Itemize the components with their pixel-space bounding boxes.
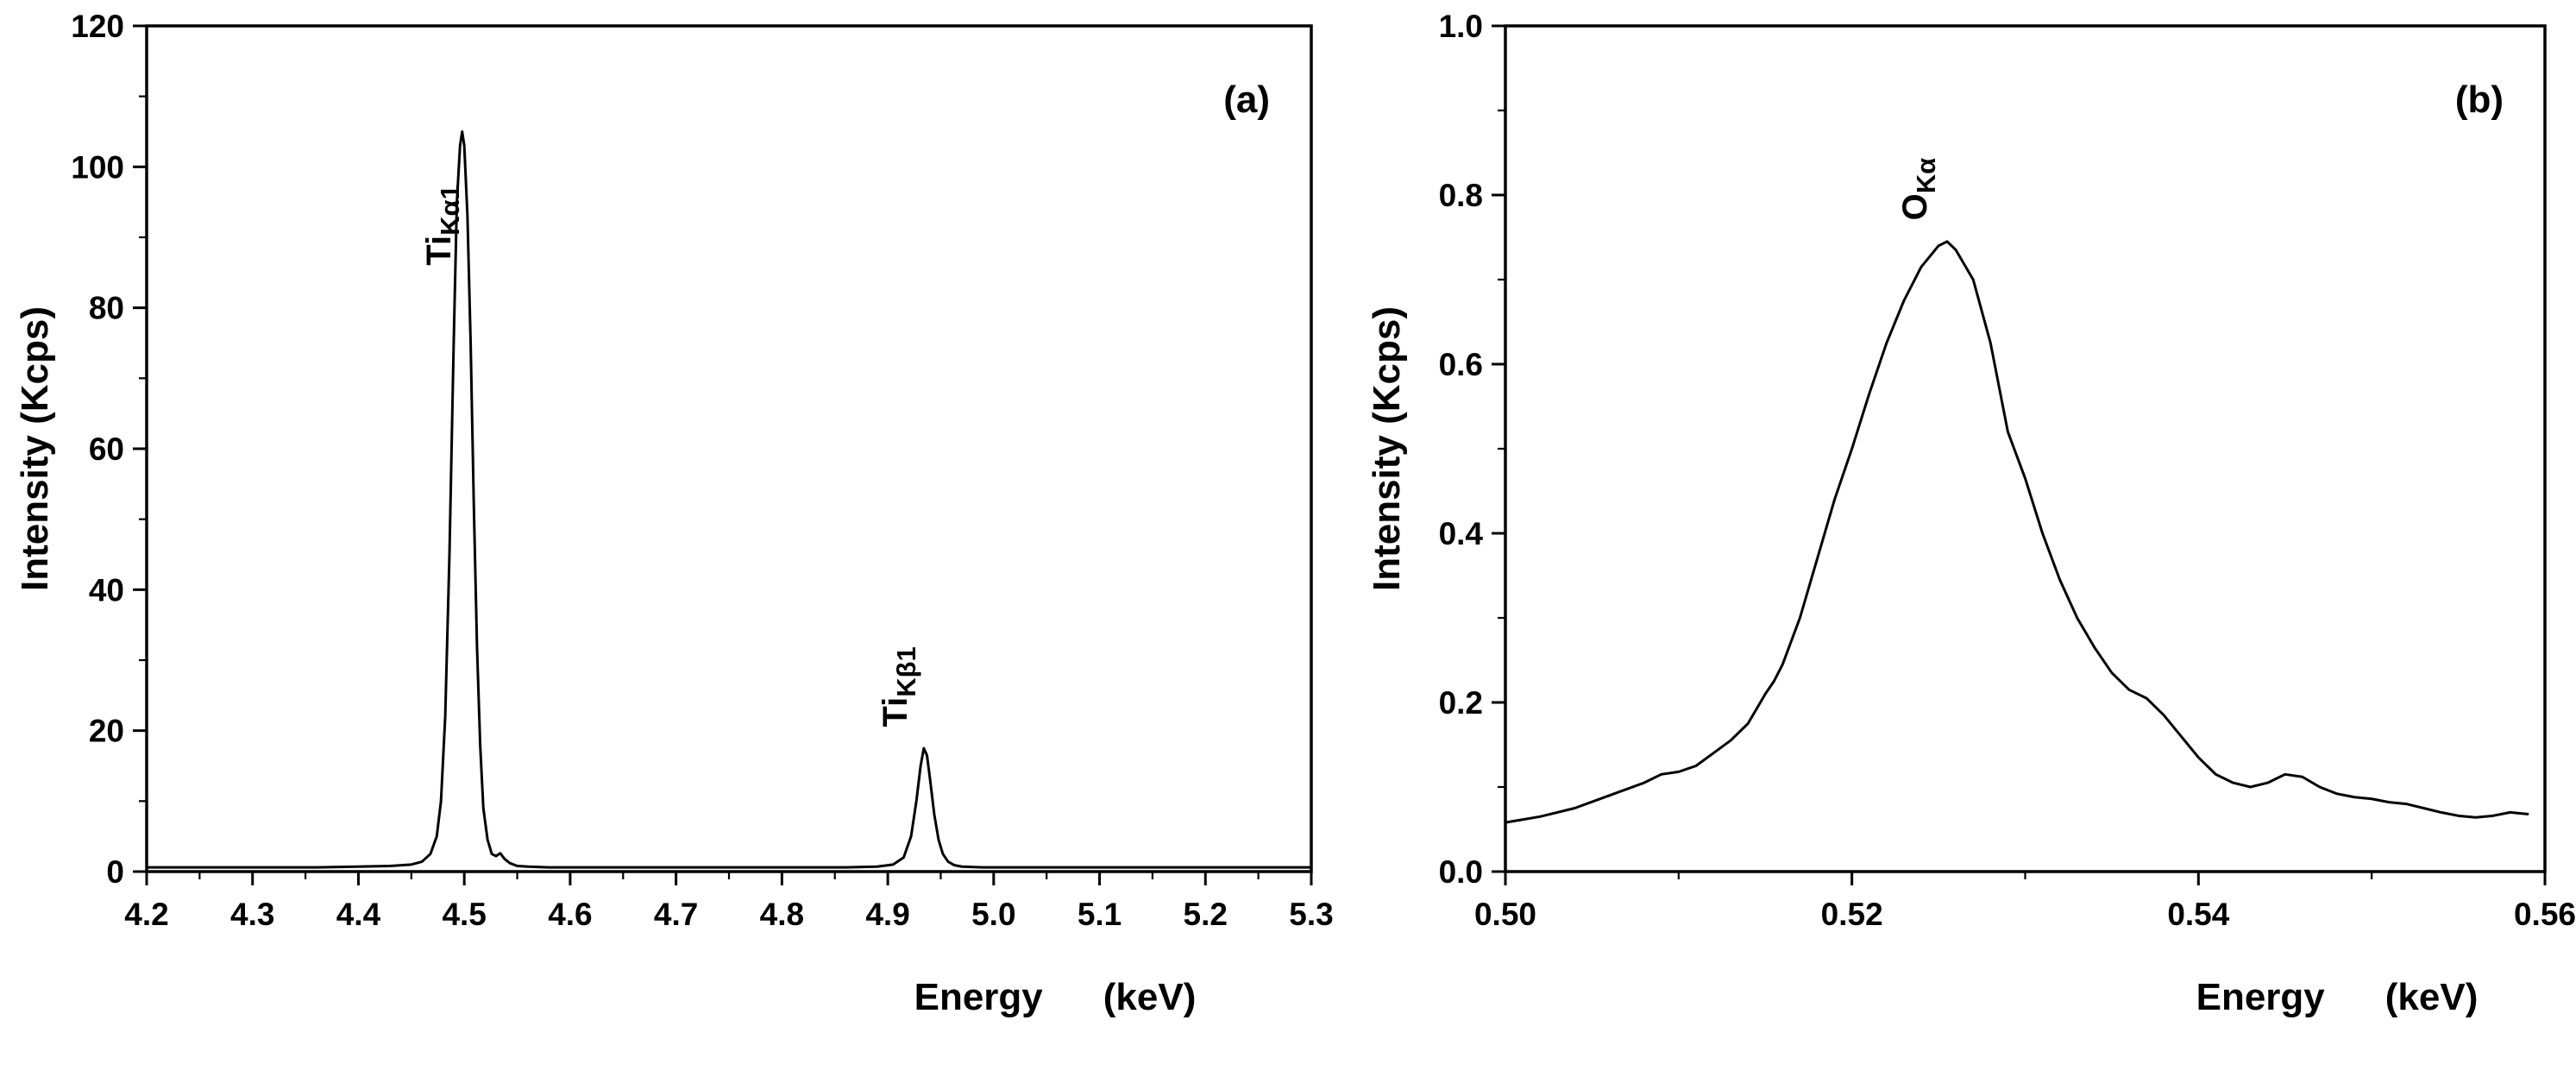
chart-panel-a: 4.2 4.3 4.4 4.5 4.6 4.7 4.8 4.9 5.0 5.1 5.2 5.3 0 20 4…	[14, 9, 1334, 1018]
y-tick-label: 60	[89, 431, 124, 467]
y-tick-label: 0.0	[1439, 854, 1483, 890]
peak-label: OKα	[1896, 158, 1941, 221]
x-tick-label: 4.8	[760, 897, 804, 932]
panel-letter: (a)	[1223, 79, 1270, 121]
x-axis-title: Energy (keV)	[914, 976, 1197, 1018]
x-axis-title-unit: (keV)	[1103, 976, 1197, 1018]
x-tick-label: 0.56	[2514, 897, 2576, 932]
x-tick-label: 0.50	[1474, 897, 1536, 932]
y-tick-label: 1.0	[1439, 9, 1483, 44]
x-tick-label: 4.9	[865, 897, 909, 932]
x-tick-label: 4.6	[548, 897, 592, 932]
peak-label-line: Kβ1	[891, 646, 921, 697]
x-axis-title-word: Energy	[2196, 976, 2326, 1018]
x-tick-label: 5.0	[971, 897, 1015, 932]
x-tick-label: 5.3	[1289, 897, 1333, 932]
x-tick-label: 0.54	[2167, 897, 2229, 932]
y-axis-title: Intensity (Kcps)	[14, 306, 56, 591]
y-tick-label: 20	[89, 714, 124, 749]
spectrum-line	[1504, 240, 2529, 824]
y-tick-label: 0	[106, 854, 124, 890]
y-tick-label: 80	[89, 291, 124, 326]
x-axis-title-word: Energy	[914, 976, 1044, 1018]
y-tick-label: 120	[71, 9, 124, 44]
x-tick-label: 4.5	[442, 897, 486, 932]
y-axis-title: Intensity (Kcps)	[1366, 306, 1408, 591]
y-tick-label: 100	[71, 149, 124, 185]
y-tick-label: 0.4	[1439, 516, 1484, 551]
panel-letter: (b)	[2455, 79, 2504, 121]
plot-frame	[1504, 24, 2547, 873]
spectrum-line	[145, 130, 1313, 869]
x-tick-label: 0.52	[1821, 897, 1883, 932]
y-tick-label: 0.6	[1439, 347, 1483, 382]
x-tick-label: 4.3	[230, 897, 274, 932]
peak-label: TiKβ1	[876, 646, 921, 727]
y-tick-label: 0.8	[1439, 178, 1483, 213]
x-axis-title: Energy (keV)	[2196, 976, 2479, 1018]
x-tick-label: 5.2	[1184, 897, 1228, 932]
peak-label-element: Ti	[420, 236, 458, 266]
chart-panel-b: 0.50 0.52 0.54 0.56 0.0 0.2 0.4 0.6 0.8 1.0 OKα (b)…	[1346, 0, 2576, 1083]
peak-label-element: Ti	[876, 697, 914, 727]
peak-label: TiKα1	[420, 185, 465, 266]
peak-label-line: Kα1	[435, 185, 465, 236]
peak-label-element: O	[1896, 193, 1934, 220]
y-tick-label: 40	[89, 572, 124, 608]
x-tick-label: 4.4	[336, 897, 381, 932]
y-tick-label: 0.2	[1439, 685, 1483, 721]
plot-frame	[145, 24, 1313, 873]
x-tick-label: 5.1	[1078, 897, 1122, 932]
x-axis-title-unit: (keV)	[2385, 976, 2479, 1018]
x-tick-label: 4.2	[124, 897, 168, 932]
peak-label-line: Kα	[1911, 158, 1941, 193]
x-tick-label: 4.7	[654, 897, 698, 932]
